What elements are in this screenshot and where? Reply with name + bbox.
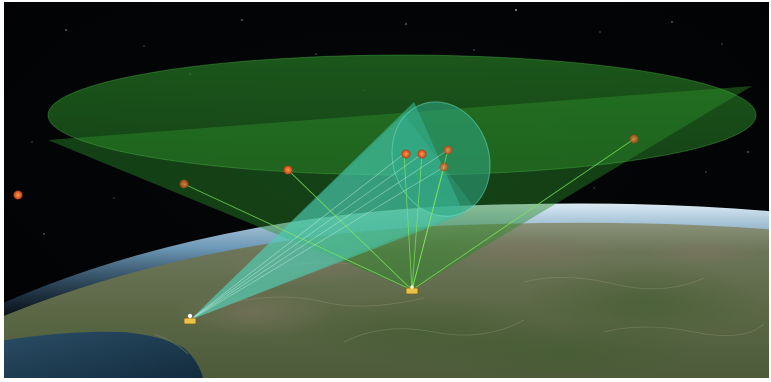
ground-station-beacon: [187, 313, 193, 319]
satellite-marker[interactable]: [439, 162, 449, 172]
globe-scene[interactable]: [4, 2, 769, 378]
satellite-marker[interactable]: [179, 179, 189, 189]
ground-station-icon[interactable]: [405, 287, 419, 295]
satellite-marker[interactable]: [629, 134, 639, 144]
satellite-marker[interactable]: [443, 145, 453, 155]
satellite-marker[interactable]: [401, 149, 411, 159]
satellites[interactable]: [13, 134, 639, 200]
terrain-lines: [233, 262, 765, 343]
satellite-links-west: [189, 149, 449, 321]
satellite-marker[interactable]: [13, 190, 23, 200]
coastline: [153, 333, 189, 355]
satellite-links-center: [183, 138, 635, 291]
ground-station-beacon: [410, 285, 414, 289]
globe-3d-viewport[interactable]: [4, 2, 769, 378]
ground-station-west[interactable]: [183, 313, 197, 325]
water-body: [4, 331, 204, 378]
satellite-marker[interactable]: [417, 149, 427, 159]
ground-station-center[interactable]: [405, 285, 419, 295]
narrow-coverage-cone: [190, 101, 491, 320]
ground-station-icon[interactable]: [183, 317, 197, 325]
satellite-marker[interactable]: [283, 165, 293, 175]
land-texture: [174, 232, 764, 378]
starfield: [31, 9, 749, 235]
